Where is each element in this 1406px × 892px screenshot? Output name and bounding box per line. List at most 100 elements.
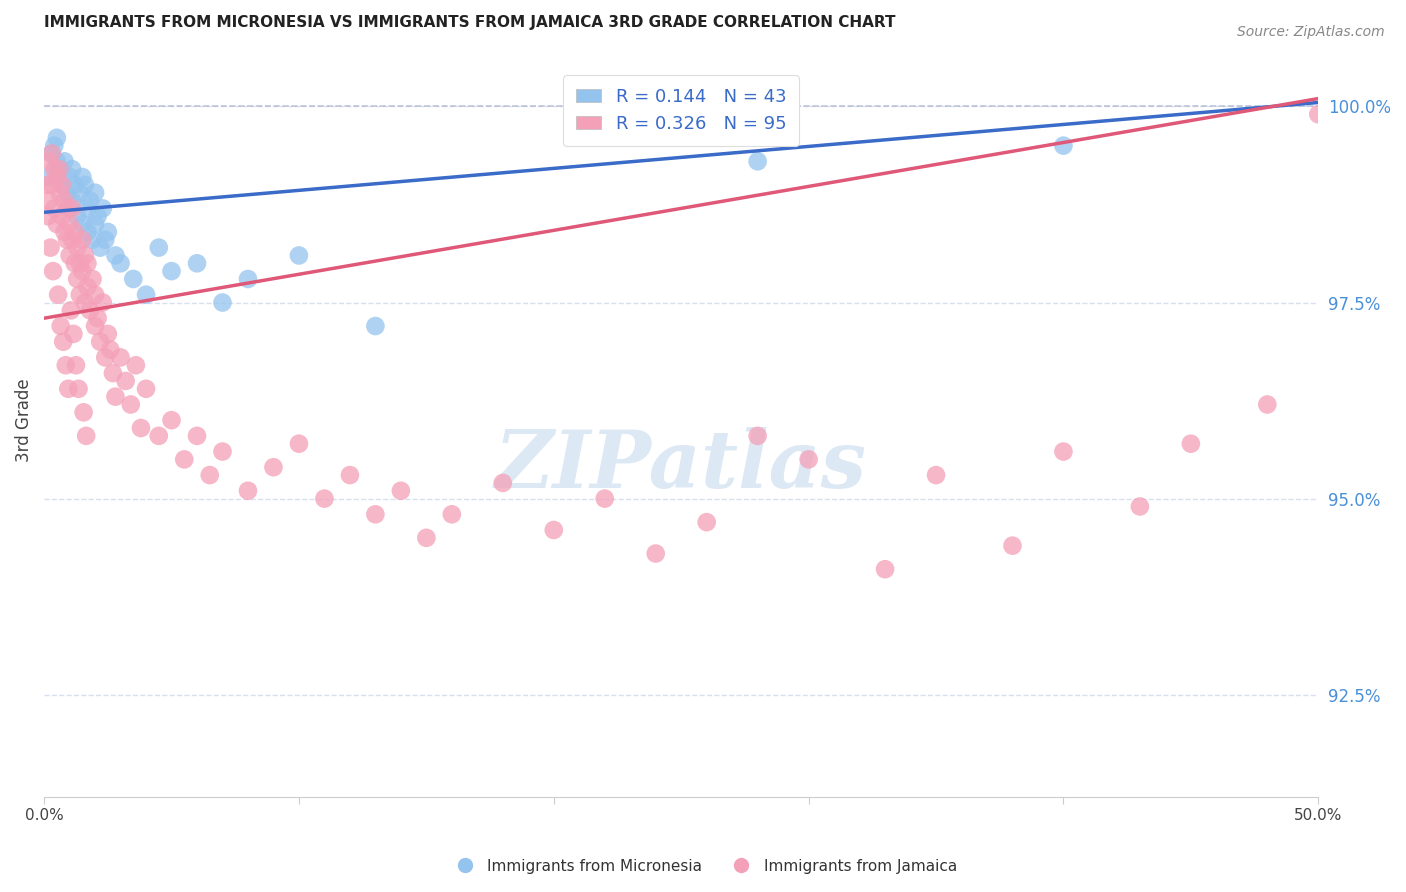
Point [51,178,73,192]
Point [129,421,152,435]
Point [60,194,83,208]
Point [82,233,104,247]
Point [37,209,59,223]
Point [73,178,96,192]
Point [58,202,80,216]
Point [41,146,63,161]
Point [84,287,107,301]
Point [62,326,84,341]
Point [39,241,62,255]
Point [56,186,79,200]
Point [69,287,91,301]
Point [97,326,120,341]
Point [97,225,120,239]
Text: Source: ZipAtlas.com: Source: ZipAtlas.com [1237,25,1385,39]
Point [98,343,121,357]
Point [492,475,515,490]
Point [288,436,311,450]
Point [262,460,284,475]
Point [76,280,98,294]
Point [135,382,157,396]
Point [82,272,104,286]
Point [91,202,114,216]
Point [1001,539,1024,553]
Point [101,366,124,380]
Point [114,374,136,388]
Point [543,523,565,537]
Point [45,169,67,184]
Point [45,217,67,231]
Point [51,209,73,223]
Point [873,562,896,576]
Point [53,225,76,239]
Point [211,444,233,458]
Point [160,264,183,278]
Point [797,452,820,467]
Point [925,468,948,483]
Point [76,225,98,239]
Point [38,154,60,169]
Point [76,202,98,216]
Point [58,382,80,396]
Point [747,154,769,169]
Point [44,138,66,153]
Point [53,194,76,208]
Point [60,233,83,247]
Point [38,169,60,184]
Point [110,351,132,365]
Point [56,202,79,216]
Point [122,272,145,286]
Point [73,295,96,310]
Point [364,319,387,334]
Point [72,217,94,231]
Point [644,547,666,561]
Point [48,162,70,177]
Point [65,358,87,372]
Point [66,209,89,223]
Point [94,351,117,365]
Point [63,178,86,192]
Point [211,295,233,310]
Point [415,531,437,545]
Point [66,272,89,286]
Point [89,241,111,255]
Point [45,130,67,145]
Point [66,241,89,255]
Point [63,256,86,270]
Point [236,272,259,286]
Point [63,225,86,239]
Legend: Immigrants from Micronesia, Immigrants from Jamaica: Immigrants from Micronesia, Immigrants f… [443,853,963,880]
Point [48,162,70,177]
Point [44,162,66,177]
Point [148,241,170,255]
Point [236,483,259,498]
Point [69,256,91,270]
Point [72,233,94,247]
Point [94,233,117,247]
Point [440,508,463,522]
Point [59,303,82,318]
Point [79,194,101,208]
Point [60,162,83,177]
Point [198,468,221,483]
Point [104,390,127,404]
Point [67,382,90,396]
Point [84,319,107,334]
Point [110,256,132,270]
Point [76,256,98,270]
Point [35,178,58,192]
Point [60,202,83,216]
Point [58,169,80,184]
Point [73,248,96,262]
Point [1129,500,1152,514]
Point [389,483,412,498]
Point [42,264,65,278]
Point [69,186,91,200]
Point [58,248,80,262]
Point [1256,397,1278,411]
Point [52,334,75,349]
Point [120,397,142,411]
Point [41,146,63,161]
Point [44,202,66,216]
Point [75,429,97,443]
